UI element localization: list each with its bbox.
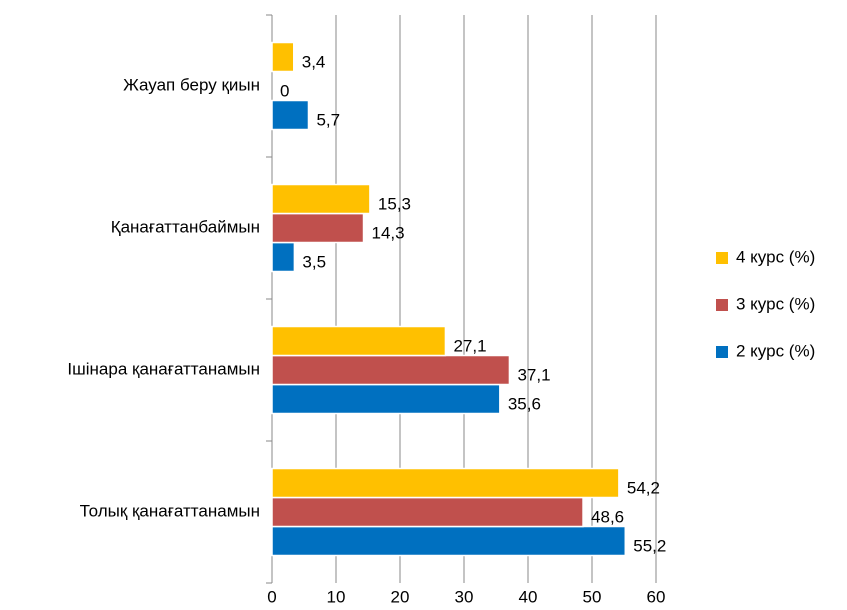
bar xyxy=(271,325,447,357)
legend-swatch xyxy=(716,346,728,358)
bar xyxy=(271,212,365,244)
x-tick-label: 10 xyxy=(327,587,346,605)
data-label: 27,1 xyxy=(453,336,486,355)
x-tick-label: 40 xyxy=(519,587,538,605)
bar xyxy=(271,525,627,557)
legend-swatch xyxy=(716,299,728,311)
data-label: 48,6 xyxy=(591,507,624,526)
data-label: 55,2 xyxy=(633,536,666,555)
legend-swatch xyxy=(716,252,728,264)
y-tick-label: Толық қанағаттанамын xyxy=(80,501,260,520)
y-tick-label: Ішінара қанағаттанамын xyxy=(67,359,260,378)
data-label: 0 xyxy=(280,81,289,100)
x-tick-label: 50 xyxy=(583,587,602,605)
bar xyxy=(271,496,584,528)
bar xyxy=(271,354,511,386)
bar xyxy=(271,183,371,215)
data-label: 35,6 xyxy=(508,394,541,413)
bar xyxy=(271,41,295,73)
data-label: 3,5 xyxy=(302,252,326,271)
x-tick-label: 0 xyxy=(267,587,276,605)
y-tick-label: Қанағаттанбаймын xyxy=(111,217,260,236)
data-label: 3,4 xyxy=(302,52,326,71)
y-tick-label: Жауап беру қиын xyxy=(123,75,260,94)
data-label: 14,3 xyxy=(372,223,405,242)
data-label: 54,2 xyxy=(627,478,660,497)
data-label: 15,3 xyxy=(378,194,411,213)
bar xyxy=(271,241,296,273)
x-tick-label: 20 xyxy=(391,587,410,605)
legend-label: 4 курс (%) xyxy=(736,247,815,266)
bar xyxy=(271,467,620,499)
data-label: 37,1 xyxy=(517,365,550,384)
data-label: 5,7 xyxy=(316,110,340,129)
bar xyxy=(271,383,501,415)
bar xyxy=(271,99,310,131)
legend-label: 2 курс (%) xyxy=(736,341,815,360)
x-tick-label: 60 xyxy=(647,587,666,605)
x-tick-label: 30 xyxy=(455,587,474,605)
legend-label: 3 курс (%) xyxy=(736,294,815,313)
